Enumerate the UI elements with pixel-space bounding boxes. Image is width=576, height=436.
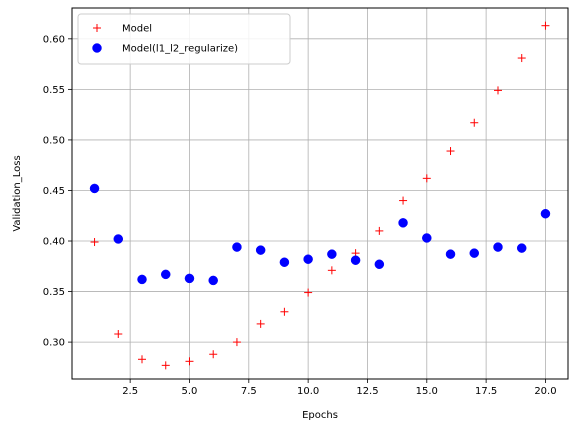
data-point-model-l1-l2 bbox=[137, 274, 147, 285]
data-point-model bbox=[422, 174, 431, 183]
data-point-model-l1-l2 bbox=[374, 259, 385, 270]
data-point-model-l1-l2 bbox=[445, 249, 456, 259]
legend-marker-model-l1-l2 bbox=[92, 43, 102, 53]
data-point-model bbox=[209, 350, 218, 359]
data-point-model-l1-l2 bbox=[208, 275, 218, 286]
x-axis-label: Epochs bbox=[302, 410, 338, 421]
y-tick-label: 0.45 bbox=[43, 186, 65, 197]
data-point-model bbox=[138, 355, 147, 364]
data-point-model-l1-l2 bbox=[350, 255, 361, 265]
data-point-model bbox=[280, 307, 289, 316]
series-2 bbox=[89, 183, 551, 286]
plot-frame bbox=[71, 7, 569, 380]
data-point-model bbox=[375, 226, 384, 235]
data-point-model-l1-l2 bbox=[113, 234, 124, 244]
x-tick-label: 10.0 bbox=[297, 386, 319, 397]
data-point-model-l1-l2 bbox=[303, 254, 313, 264]
data-point-model-l1-l2 bbox=[160, 269, 171, 280]
data-point-model bbox=[161, 361, 170, 370]
data-point-model bbox=[541, 21, 550, 30]
x-tick-label: 2.5 bbox=[122, 386, 138, 397]
data-point-model bbox=[493, 86, 502, 95]
data-point-model-l1-l2 bbox=[327, 249, 337, 259]
y-axis-label: Validation_Loss bbox=[12, 155, 23, 231]
data-point-model-l1-l2 bbox=[493, 242, 503, 252]
data-point-model bbox=[185, 357, 194, 366]
data-point-model-l1-l2 bbox=[422, 233, 432, 243]
data-point-model bbox=[327, 266, 336, 275]
data-point-model-l1-l2 bbox=[89, 183, 100, 194]
x-tick-label: 15.0 bbox=[416, 386, 438, 397]
data-point-model-l1-l2 bbox=[398, 218, 408, 228]
data-point-model bbox=[470, 118, 479, 127]
legend-box bbox=[77, 13, 291, 65]
grid bbox=[72, 8, 568, 379]
legend-label: Model(l1_l2_regularize) bbox=[122, 44, 238, 55]
x-tick-label: 7.5 bbox=[241, 386, 257, 397]
data-point-model bbox=[399, 196, 408, 205]
y-tick-label: 0.55 bbox=[43, 85, 65, 96]
y-tick-label: 0.40 bbox=[43, 237, 65, 248]
data-point-model-l1-l2 bbox=[279, 257, 290, 267]
series-1 bbox=[90, 21, 550, 370]
x-tick-label: 12.5 bbox=[356, 386, 378, 397]
y-tick-label: 0.60 bbox=[43, 34, 65, 45]
x-tick-label: 5.0 bbox=[182, 386, 198, 397]
data-point-model bbox=[256, 319, 265, 328]
data-point-model bbox=[446, 147, 455, 156]
data-point-model bbox=[114, 330, 123, 339]
data-point-model-l1-l2 bbox=[232, 242, 242, 252]
data-point-model-l1-l2 bbox=[255, 245, 266, 255]
data-marks bbox=[89, 21, 551, 370]
legend-items: Model Model(l1_l2_regularize) bbox=[92, 24, 238, 55]
data-point-model-l1-l2 bbox=[516, 243, 527, 253]
data-point-model-l1-l2 bbox=[184, 273, 195, 284]
legend-label: Model bbox=[122, 24, 152, 35]
y-tick-label: 0.35 bbox=[43, 287, 65, 298]
y-tick-label: 0.50 bbox=[43, 135, 65, 146]
y-tick-label: 0.30 bbox=[43, 338, 65, 349]
data-point-model-l1-l2 bbox=[540, 208, 551, 219]
x-tick-label: 20.0 bbox=[534, 386, 556, 397]
data-point-model bbox=[90, 238, 99, 247]
x-tick-label: 17.5 bbox=[475, 386, 497, 397]
data-point-model bbox=[304, 288, 313, 297]
data-point-model bbox=[517, 54, 526, 63]
data-point-model bbox=[232, 338, 241, 347]
data-point-model-l1-l2 bbox=[469, 248, 480, 258]
legend-marker-model bbox=[93, 24, 101, 32]
legend: Model Model(l1_l2_regularize) bbox=[77, 13, 291, 65]
axis-ticks: 2.5 5.0 7.5 10.0 12.5 15.0 17.5 20.0 0.30 0.35 0.4… bbox=[43, 34, 557, 397]
